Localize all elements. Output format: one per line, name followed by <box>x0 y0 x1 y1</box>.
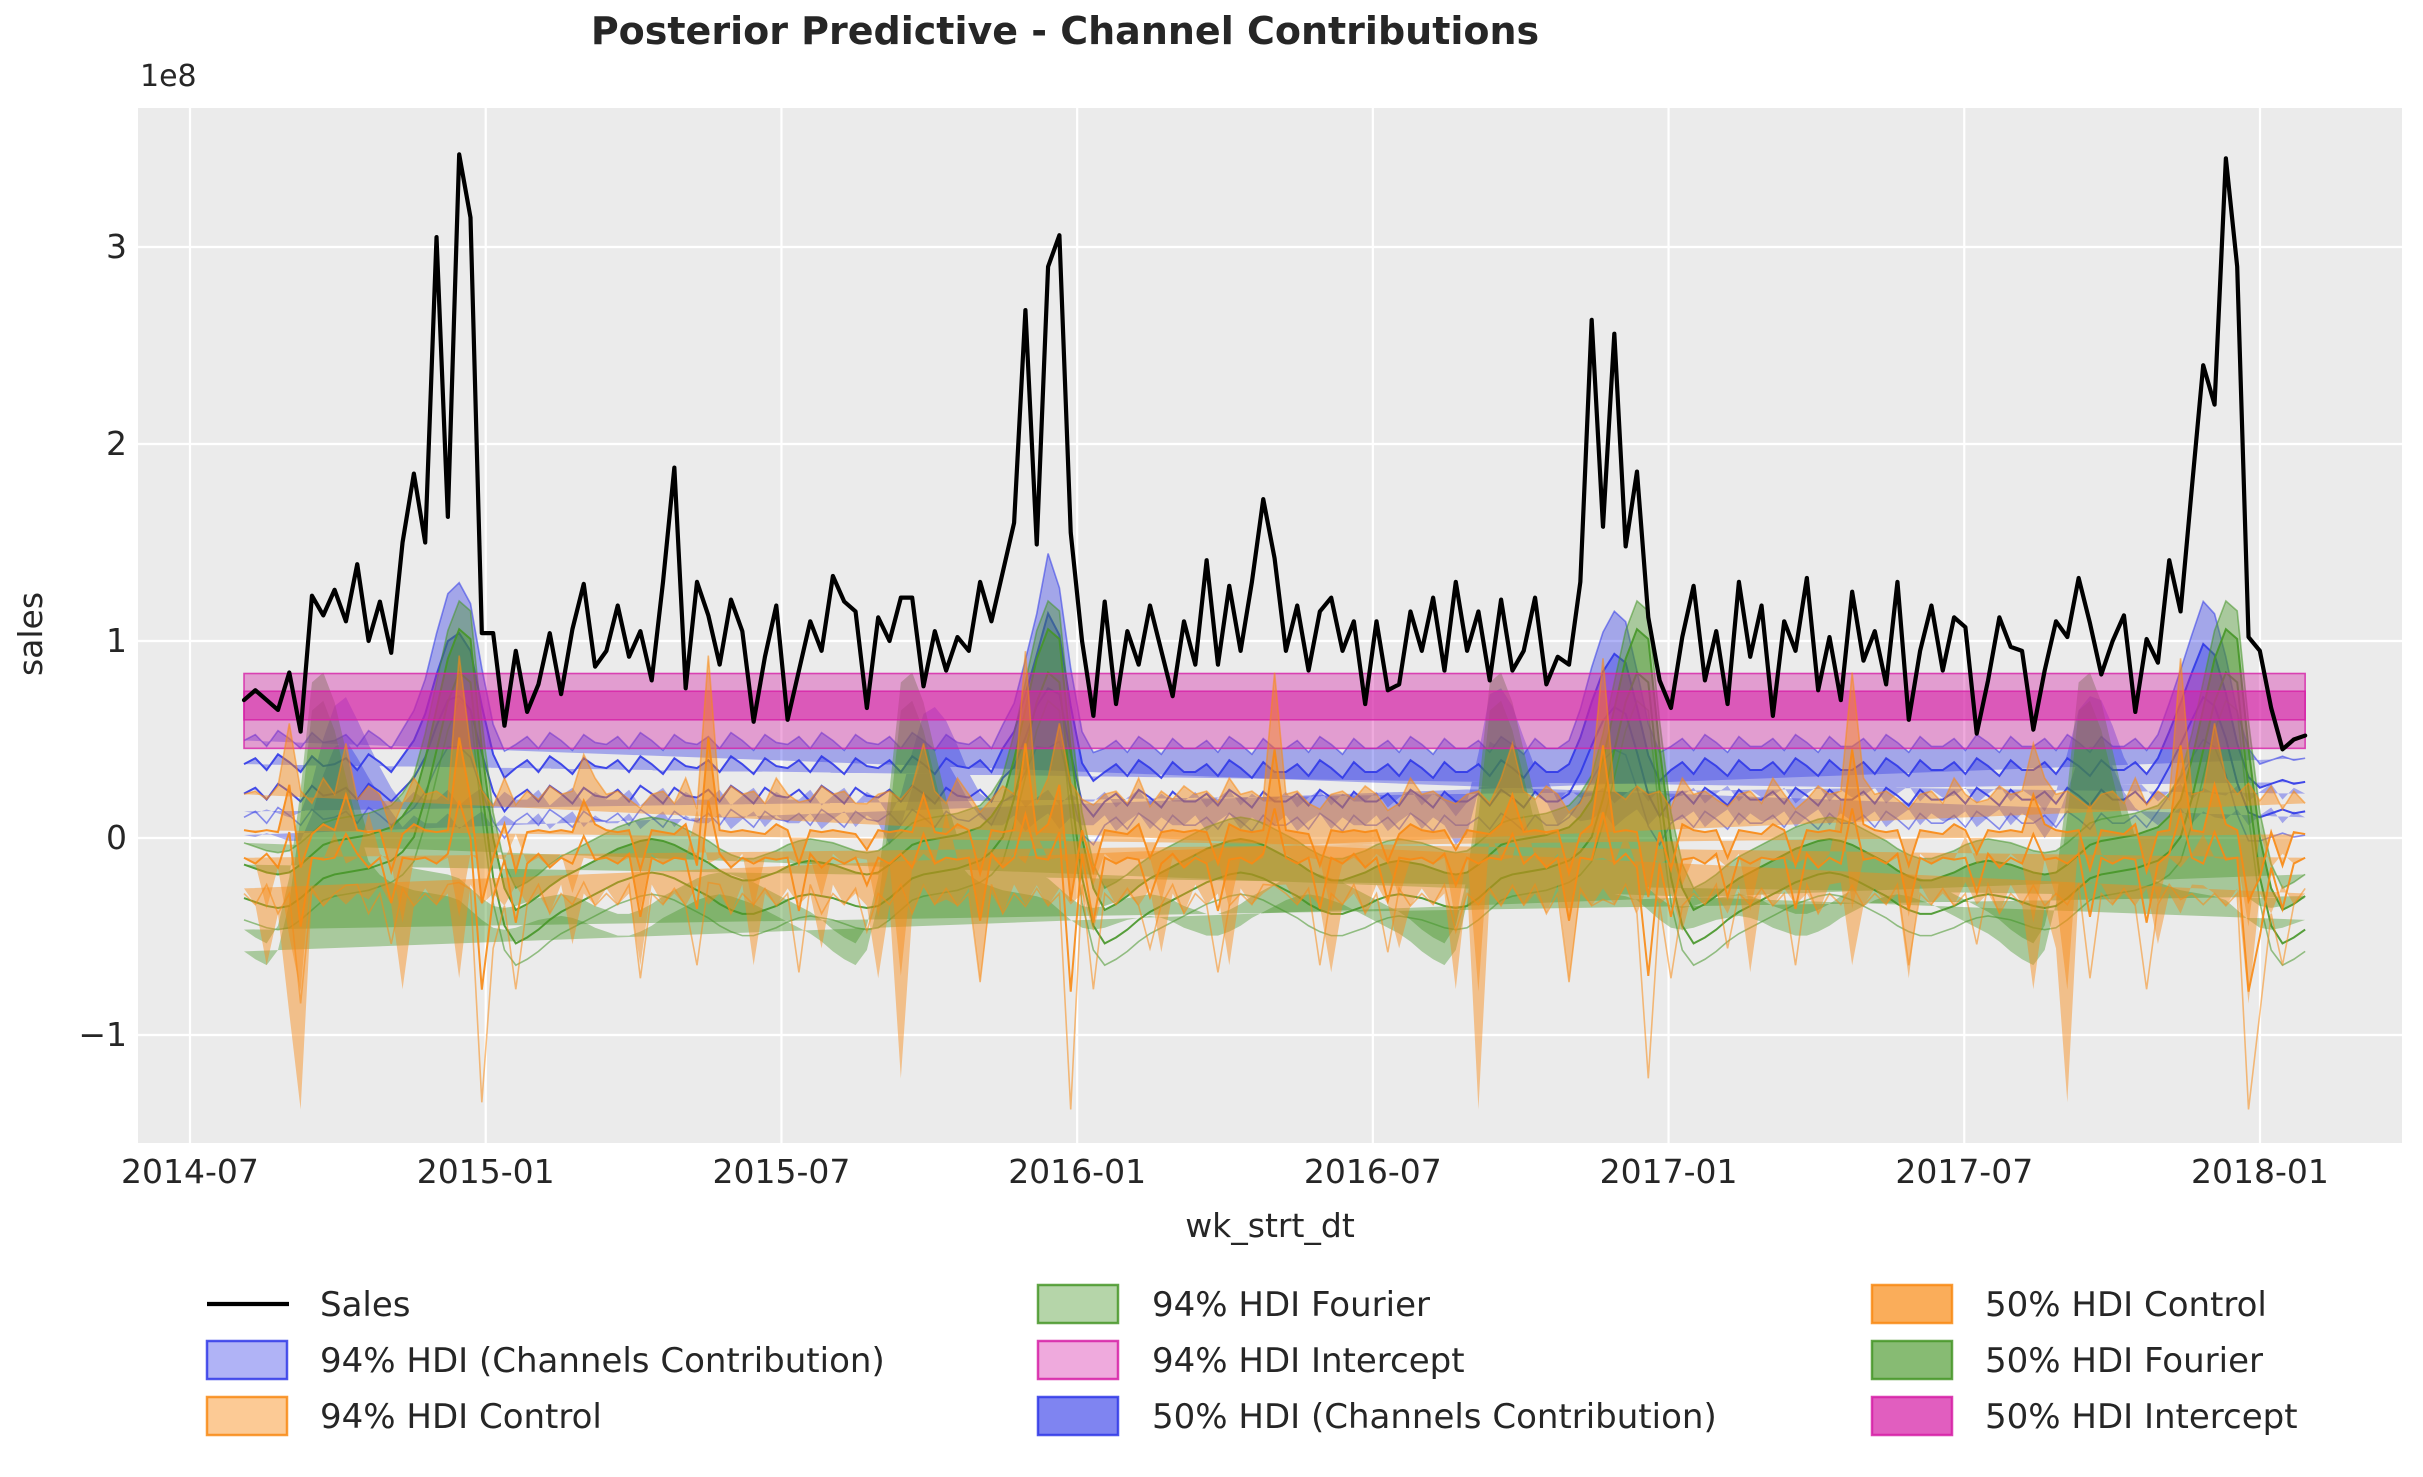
plot-area <box>138 108 2402 1143</box>
y-tick-label: 0 <box>106 818 127 857</box>
legend-label: 50% HDI Intercept <box>1985 1397 2298 1437</box>
legend-patch-swatch <box>1036 1395 1120 1437</box>
fourier-50-band-edge <box>243 627 2306 912</box>
x-tick-label: 2017-07 <box>1895 1152 2033 1191</box>
control-50-band-edge <box>243 800 2306 992</box>
legend-patch-swatch <box>1036 1339 1120 1381</box>
x-tick-labels: 2014-07 2015-01 2015-07 2016-01 2016-07 2017-… <box>121 1152 2329 1191</box>
legend-label: 94% HDI Control <box>320 1397 602 1437</box>
x-tick-label: 2015-01 <box>417 1152 555 1191</box>
control-50-band <box>244 737 2306 992</box>
x-axis-label: wk_strt_dt <box>1185 1206 1355 1245</box>
x-tick-label: 2018-01 <box>2191 1152 2329 1191</box>
legend-label: 50% HDI (Channels Contribution) <box>1152 1397 1717 1437</box>
y-tick-labels: −1 0 1 2 3 <box>78 227 127 1054</box>
y-axis-offset-text: 1e8 <box>140 59 197 94</box>
fourier-94-band-edge <box>243 699 2306 967</box>
control-50-band-edge <box>243 737 2306 905</box>
legend-patch-swatch <box>1870 1395 1954 1437</box>
fourier-50-band <box>244 629 2306 944</box>
y-tick-label: 2 <box>106 424 127 463</box>
legend-patch-swatch <box>1870 1339 1954 1381</box>
sales-series <box>241 152 2308 752</box>
legend-item: 94% HDI Intercept <box>1036 1339 1465 1381</box>
x-tick-label: 2017-01 <box>1600 1152 1738 1191</box>
channels-94-band-edge <box>243 738 2306 847</box>
x-tick-label: 2014-07 <box>121 1152 259 1191</box>
channels-50-band-edge <box>243 686 2306 819</box>
y-axis-label: sales <box>11 592 50 676</box>
chart-title: Posterior Predictive - Channel Contribut… <box>591 9 1539 53</box>
y-tick-label: 3 <box>106 227 127 266</box>
control-94-band-edge <box>243 880 2306 1110</box>
legend-item: 94% HDI Fourier <box>1036 1283 1430 1325</box>
hdi-bands <box>243 553 2306 1110</box>
x-tick-label: 2016-01 <box>1008 1152 1146 1191</box>
legend-item: Sales <box>207 1285 411 1325</box>
control-94-band-edge <box>243 651 2306 833</box>
legend-label: Sales <box>320 1285 411 1325</box>
legend: Sales 94% HDI (Channels Contribution) 94% … <box>205 1283 2298 1437</box>
x-tick-label: 2015-07 <box>712 1152 850 1191</box>
legend-label: 50% HDI Control <box>1985 1285 2267 1325</box>
legend-label: 50% HDI Fourier <box>1985 1341 2263 1381</box>
legend-label: 94% HDI Intercept <box>1152 1341 1465 1381</box>
legend-patch-swatch <box>1036 1283 1120 1325</box>
legend-item: 94% HDI Control <box>205 1395 602 1437</box>
legend-label: 94% HDI Fourier <box>1152 1285 1430 1325</box>
control-94-band <box>244 651 2306 1110</box>
legend-label: 94% HDI (Channels Contribution) <box>320 1341 885 1381</box>
legend-patch-swatch <box>205 1395 289 1437</box>
y-tick-label: 1 <box>106 621 127 660</box>
legend-item: 50% HDI Control <box>1870 1283 2267 1325</box>
legend-item: 50% HDI (Channels Contribution) <box>1036 1395 1717 1437</box>
intercept-50-band <box>243 690 2306 721</box>
fourier-94-band <box>244 601 2306 966</box>
y-tick-label: −1 <box>78 1015 127 1054</box>
x-tick-label: 2016-07 <box>1304 1152 1442 1191</box>
channels-94-band <box>244 553 2306 845</box>
legend-item: 50% HDI Intercept <box>1870 1395 2298 1437</box>
sales-line <box>241 152 2308 752</box>
legend-patch-swatch <box>205 1339 289 1381</box>
legend-item: 50% HDI Fourier <box>1870 1339 2263 1381</box>
legend-patch-swatch <box>1870 1283 1954 1325</box>
legend-item: 94% HDI (Channels Contribution) <box>205 1339 885 1381</box>
fourier-50-band-edge <box>243 670 2306 945</box>
